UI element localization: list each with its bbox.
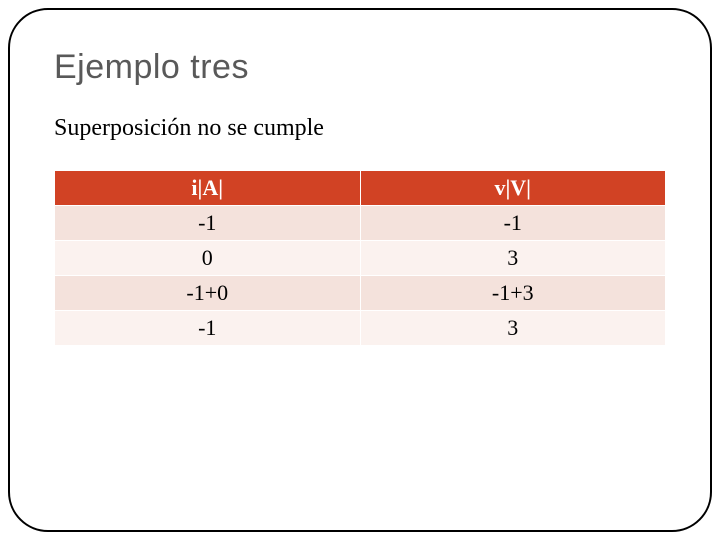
table-row: -1+0 -1+3	[55, 276, 666, 311]
table-cell: 0	[55, 241, 361, 276]
table-cell: -1	[55, 206, 361, 241]
table-row: -1 -1	[55, 206, 666, 241]
table-row: 0 3	[55, 241, 666, 276]
slide-title: Ejemplo tres	[54, 48, 666, 87]
table-header-cell: v|V|	[360, 171, 666, 206]
table-cell: 3	[360, 311, 666, 346]
table-cell: -1	[360, 206, 666, 241]
table-cell: 3	[360, 241, 666, 276]
table-header-cell: i|A|	[55, 171, 361, 206]
slide-frame: Ejemplo tres Superposición no se cumple …	[8, 8, 712, 532]
table-cell: -1	[55, 311, 361, 346]
table-cell: -1+3	[360, 276, 666, 311]
table-cell: -1+0	[55, 276, 361, 311]
slide-subtitle: Superposición no se cumple	[54, 115, 666, 142]
data-table: i|A| v|V| -1 -1 0 3 -1+0 -1+3 -1 3	[54, 170, 666, 346]
table-row: -1 3	[55, 311, 666, 346]
table-header-row: i|A| v|V|	[55, 171, 666, 206]
